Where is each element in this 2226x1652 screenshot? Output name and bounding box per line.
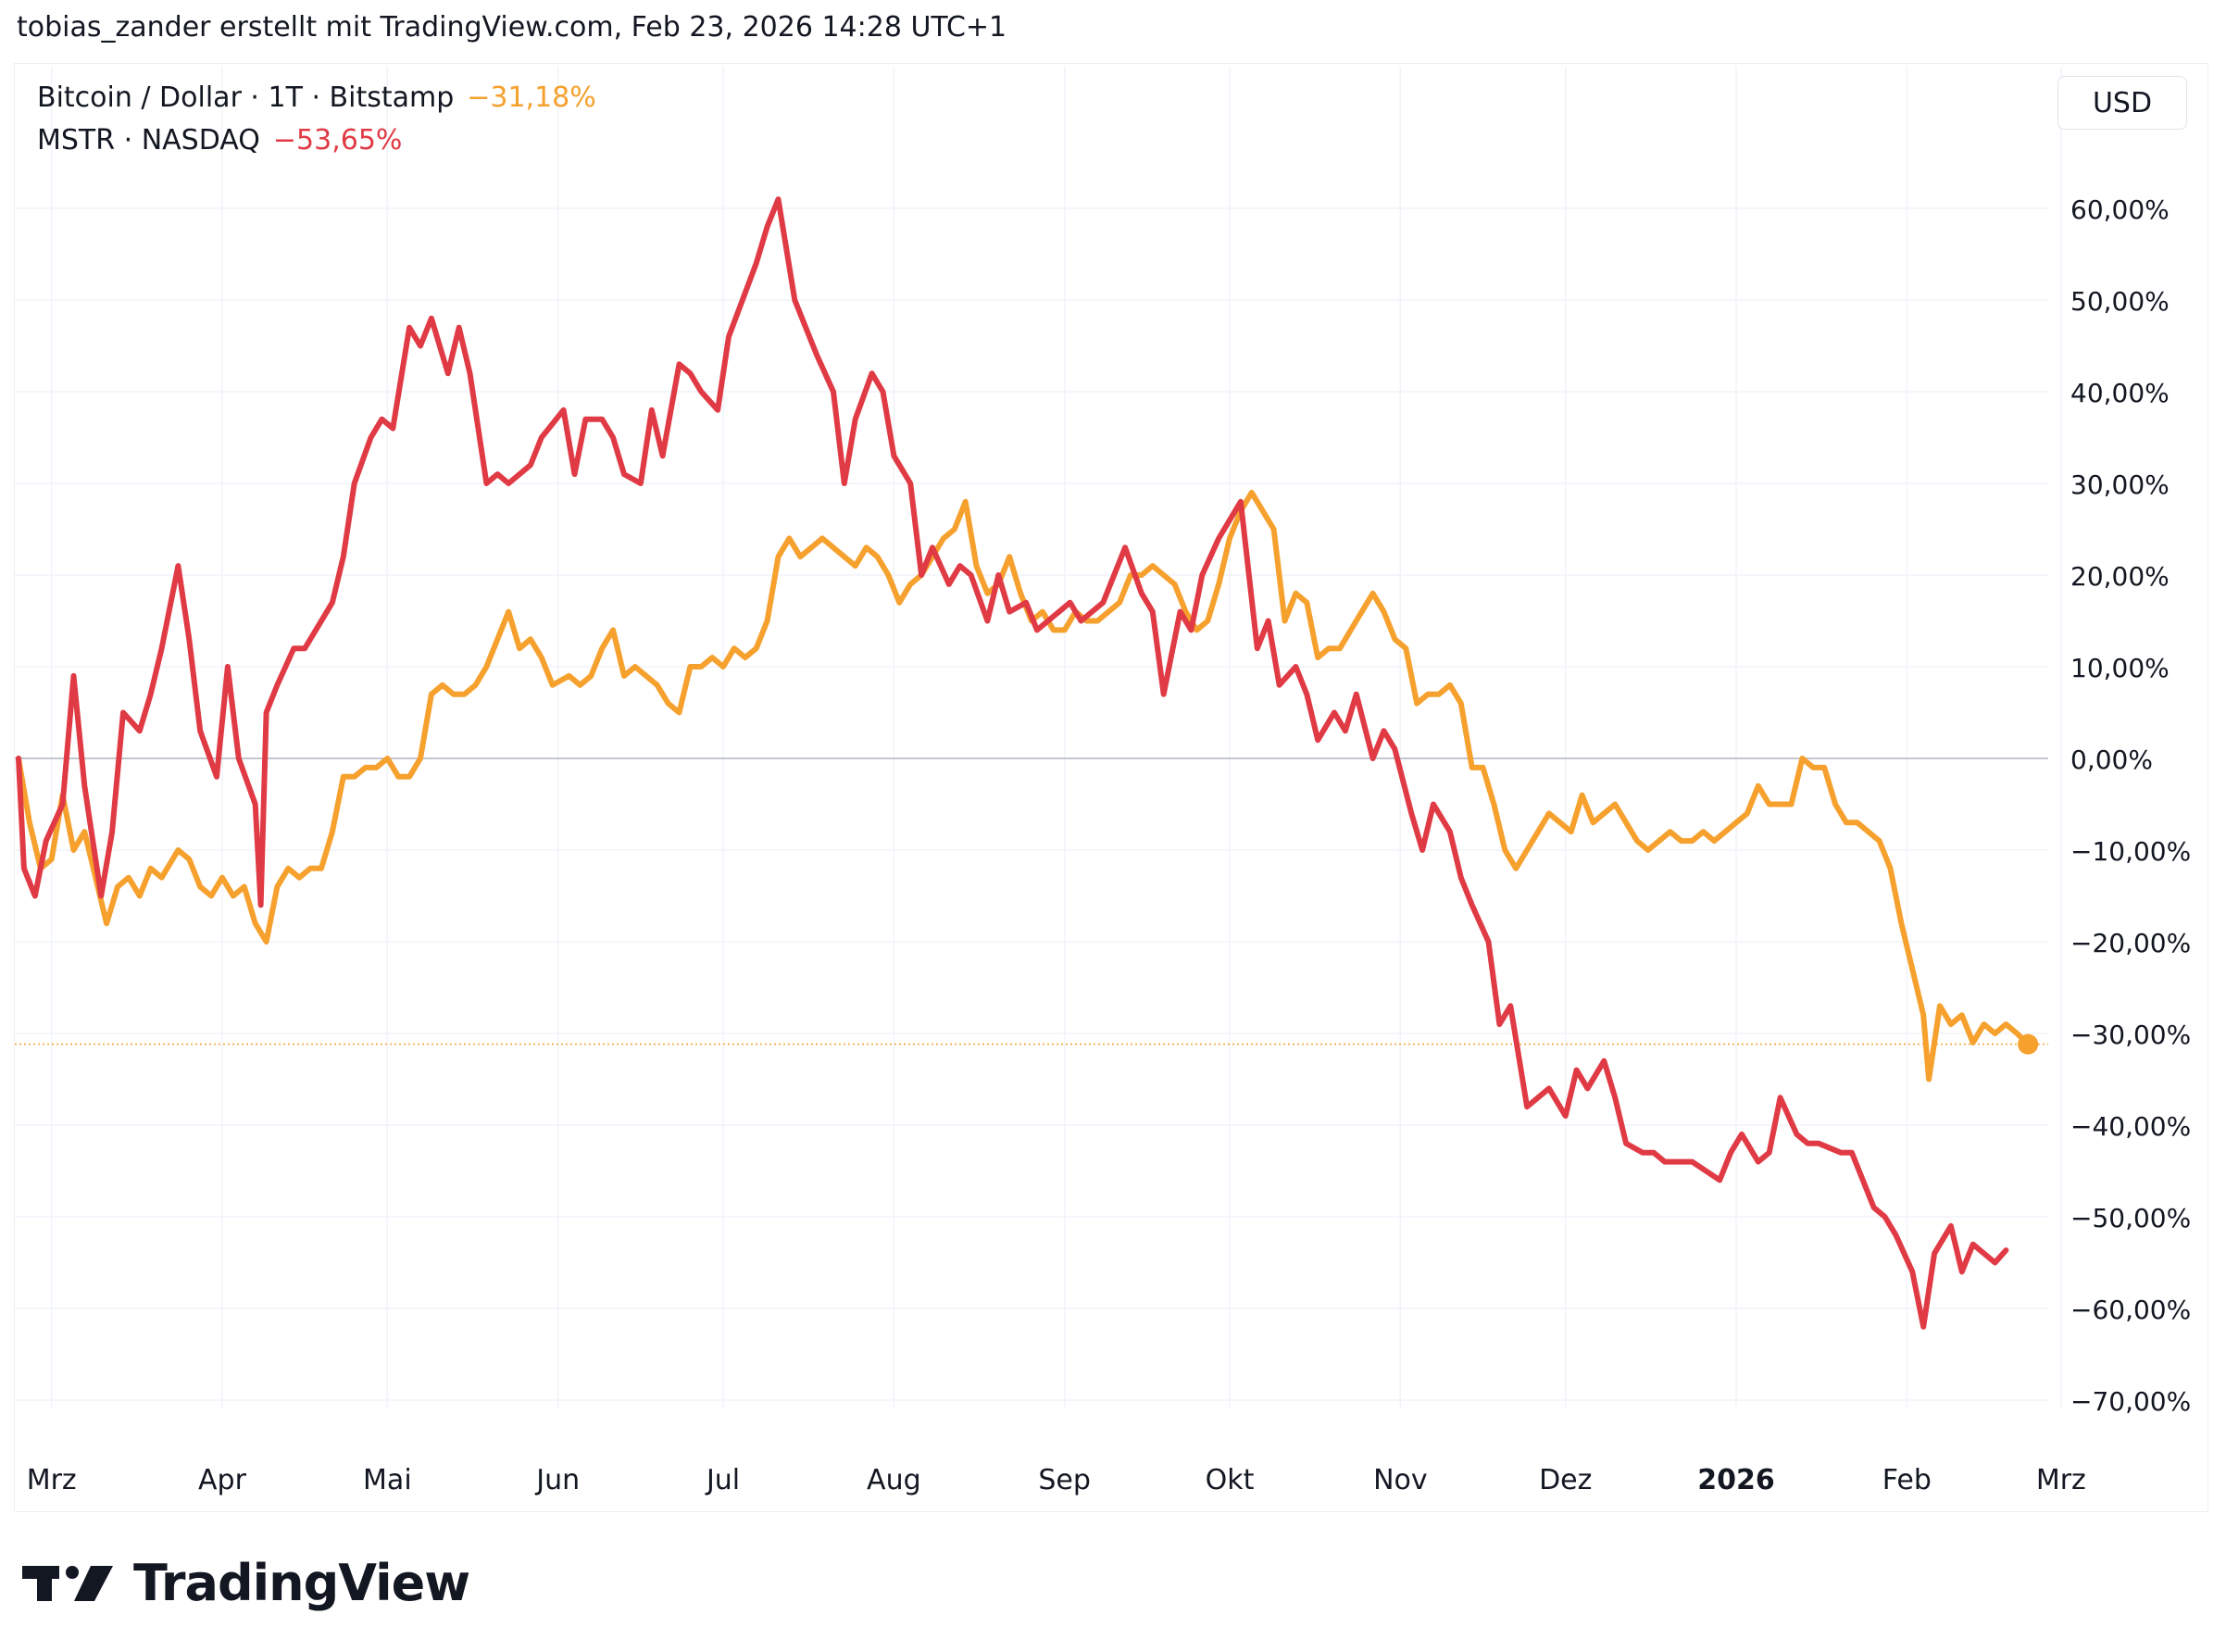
y-tick-label: 60,00% — [2070, 194, 2170, 225]
y-tick-label: −50,00% — [2070, 1203, 2191, 1233]
grid — [15, 67, 2062, 1408]
y-tick-label: −40,00% — [2070, 1111, 2191, 1142]
x-tick-label: Nov — [1373, 1464, 1428, 1496]
y-tick-label: 40,00% — [2070, 378, 2170, 408]
x-tick-label: Mai — [363, 1464, 412, 1496]
y-tick-label: 50,00% — [2070, 286, 2170, 317]
x-tick-label: Jul — [705, 1464, 740, 1496]
legend-btc-change: −31,18% — [467, 81, 596, 114]
series-line-btc[interactable] — [16, 489, 2032, 1083]
y-tick-label: −60,00% — [2070, 1295, 2191, 1325]
reference-lines — [15, 757, 2048, 1045]
x-tick-label: Mrz — [27, 1464, 77, 1496]
currency-button[interactable]: USD — [2057, 76, 2187, 130]
legend-btc-label: Bitcoin / Dollar · 1T · Bitstamp — [37, 81, 455, 114]
x-tick-label: Jun — [534, 1464, 580, 1496]
y-axis[interactable]: 60,00% 50,00% 40,00% 30,00% 20,00% 10,00% 0,00… — [2070, 194, 2191, 1417]
x-tick-label: Dez — [1539, 1464, 1592, 1496]
series-layer — [16, 196, 2039, 1330]
tradingview-logo[interactable]: TradingView — [20, 1554, 470, 1612]
legend-btc[interactable]: Bitcoin / Dollar · 1T · Bitstamp −31,18% — [37, 81, 596, 114]
y-tick-label: −30,00% — [2070, 1020, 2191, 1050]
x-tick-label: 2026 — [1697, 1464, 1775, 1496]
legend-mstr-label: MSTR · NASDAQ — [37, 124, 260, 156]
x-tick-label: Mrz — [2036, 1464, 2086, 1496]
x-tick-label: Sep — [1038, 1464, 1091, 1496]
btc-last-point-marker — [2018, 1033, 2039, 1055]
y-tick-label: 0,00% — [2070, 745, 2153, 775]
x-tick-label: Feb — [1882, 1464, 1932, 1496]
tradingview-logo-icon — [22, 1565, 113, 1601]
x-tick-label: Aug — [867, 1464, 921, 1496]
y-tick-label: 10,00% — [2070, 653, 2170, 683]
y-tick-label: 20,00% — [2070, 561, 2170, 592]
series-line-mstr[interactable] — [16, 196, 2009, 1330]
y-tick-label: −20,00% — [2070, 928, 2191, 958]
chart-attribution: tobias_zander erstellt mit TradingView.c… — [17, 11, 1007, 44]
x-tick-label: Okt — [1206, 1464, 1255, 1496]
legend-mstr-change: −53,65% — [272, 124, 403, 156]
legend-mstr[interactable]: MSTR · NASDAQ −53,65% — [37, 124, 402, 156]
tradingview-logo-text: TradingView — [133, 1554, 470, 1612]
chart-canvas[interactable]: 60,00% 50,00% 40,00% 30,00% 20,00% 10,00% 0,00… — [0, 0, 2226, 1537]
x-axis[interactable]: Mrz Apr Mai Jun Jul Aug Sep Okt Nov Dez 2026 Feb Mrz — [27, 1464, 2086, 1496]
chart-panel — [14, 63, 2208, 1512]
x-tick-label: Apr — [198, 1464, 247, 1496]
y-tick-label: 30,00% — [2070, 469, 2170, 500]
y-tick-label: −70,00% — [2070, 1386, 2191, 1417]
y-tick-label: −10,00% — [2070, 836, 2191, 867]
